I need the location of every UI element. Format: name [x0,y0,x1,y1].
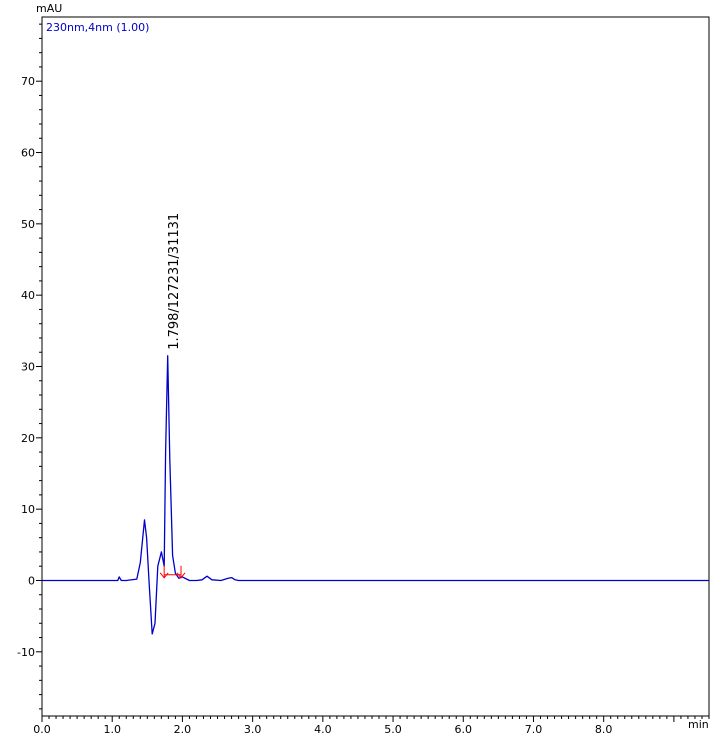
integration-markers [159,565,186,579]
y-tick-label: 50 [21,218,35,231]
x-tick-label: 0.0 [33,723,51,736]
y-axis-ticks: -10 0 10 20 30 40 50 60 70 [17,23,42,710]
x-tick-label: 4.0 [314,723,332,736]
y-axis-unit: mAU [36,2,62,15]
x-axis-ticks: 0.0 1.0 2.0 3.0 4.0 5.0 6.0 7.0 8.0 [33,716,710,736]
y-tick-label: 40 [21,289,35,302]
y-tick-label: 10 [21,503,35,516]
x-tick-label: 6.0 [455,723,473,736]
x-tick-label: 5.0 [384,723,402,736]
x-tick-label: 1.0 [103,723,121,736]
x-tick-label: 7.0 [525,723,543,736]
peak-label: 1.798/127231/31131 [167,213,182,350]
peak-annotations: 1.798/127231/31131 [167,213,182,350]
legend-label: 230nm,4nm (1.00) [46,21,149,34]
x-axis-unit: min [688,718,709,731]
x-tick-label: 3.0 [244,723,262,736]
y-tick-label: 20 [21,432,35,445]
y-tick-label: 30 [21,361,35,374]
y-tick-label: 70 [21,75,35,88]
y-tick-label: -10 [17,646,35,659]
y-tick-label: 60 [21,147,35,160]
chromatogram-trace [42,355,709,635]
x-tick-label: 8.0 [595,723,613,736]
plot-frame [41,16,710,717]
y-tick-label: 0 [28,574,35,587]
x-tick-label: 2.0 [174,723,192,736]
